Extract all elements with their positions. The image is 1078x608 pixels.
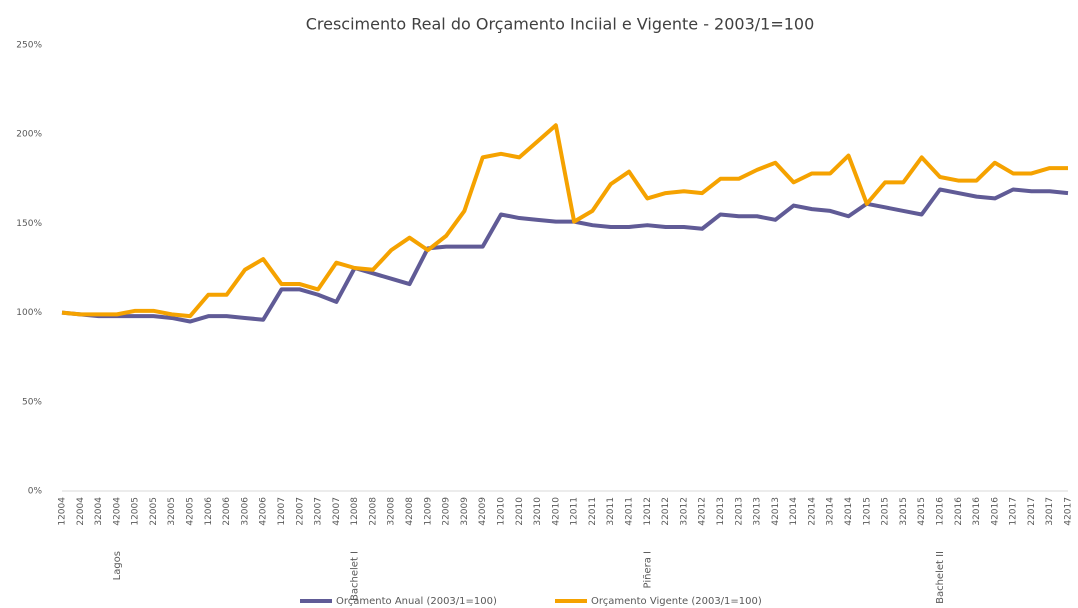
x-tick-label: 32014 bbox=[826, 497, 836, 526]
x-tick-label: 42009 bbox=[478, 497, 488, 526]
x-tick-label: 32004 bbox=[94, 497, 104, 526]
x-tick-label: 22012 bbox=[661, 497, 671, 526]
y-tick-label: 100% bbox=[16, 308, 42, 318]
x-tick-label: 22006 bbox=[222, 497, 232, 526]
x-tick-label: 42010 bbox=[551, 497, 561, 526]
x-tick-label: 32011 bbox=[606, 497, 616, 526]
x-tick-label: 32010 bbox=[533, 497, 543, 526]
x-tick-label: 42007 bbox=[332, 497, 342, 526]
y-tick-label: 250% bbox=[16, 41, 42, 51]
x-tick-label: 22014 bbox=[807, 497, 817, 526]
x-tick-label: 42011 bbox=[625, 497, 635, 526]
x-tick-label: 12006 bbox=[204, 497, 214, 526]
x-tick-label: 42015 bbox=[917, 497, 927, 526]
series-line bbox=[61, 123, 1068, 319]
x-tick-label: 32007 bbox=[314, 497, 324, 526]
x-tick-label: 22008 bbox=[368, 497, 378, 526]
period-label: Bachelet II bbox=[935, 551, 946, 604]
x-tick-label: 12007 bbox=[277, 497, 287, 526]
x-tick-label: 22009 bbox=[442, 497, 452, 526]
x-tick-label: 42016 bbox=[990, 497, 1000, 526]
x-tick-label: 12010 bbox=[496, 497, 506, 526]
x-tick-label: 32015 bbox=[899, 497, 909, 526]
legend-label: Orçamento Vigente (2003/1=100) bbox=[591, 596, 762, 607]
x-tick-label: 32016 bbox=[972, 497, 982, 526]
x-tick-label: 32005 bbox=[167, 497, 177, 526]
x-tick-label: 12008 bbox=[350, 497, 360, 526]
x-tick-label: 12009 bbox=[423, 497, 433, 526]
x-tick-label: 22004 bbox=[76, 497, 86, 526]
x-tick-label: 32009 bbox=[460, 497, 470, 526]
x-tick-label: 32006 bbox=[240, 497, 250, 526]
x-tick-label: 22011 bbox=[588, 497, 598, 526]
x-tick-label: 22017 bbox=[1027, 497, 1037, 526]
y-tick-label: 0% bbox=[28, 487, 43, 497]
x-tick-label: 12016 bbox=[935, 497, 945, 526]
x-tick-label: 32008 bbox=[387, 497, 397, 526]
x-tick-label: 12014 bbox=[789, 497, 799, 526]
x-tick-label: 42004 bbox=[112, 497, 122, 526]
y-tick-label: 50% bbox=[22, 397, 42, 407]
x-tick-label: 42014 bbox=[844, 497, 854, 526]
x-tick-label: 22015 bbox=[881, 497, 891, 526]
x-tick-label: 22005 bbox=[149, 497, 159, 526]
x-tick-label: 42005 bbox=[186, 497, 196, 526]
x-tick-label: 12017 bbox=[1009, 497, 1019, 526]
legend-label: Orçamento Anual (2003/1=100) bbox=[336, 596, 497, 607]
x-tick-label: 22010 bbox=[515, 497, 525, 526]
x-tick-label: 32013 bbox=[753, 497, 763, 526]
x-tick-label: 22013 bbox=[734, 497, 744, 526]
x-tick-label: 42013 bbox=[771, 497, 781, 526]
x-tick-label: 12015 bbox=[862, 497, 872, 526]
x-tick-label: 22007 bbox=[295, 497, 305, 526]
x-tick-label: 42012 bbox=[698, 497, 708, 526]
x-tick-label: 12013 bbox=[716, 497, 726, 526]
x-tick-label: 32017 bbox=[1045, 497, 1055, 526]
period-label: Piñera I bbox=[642, 551, 653, 588]
chart-title: Crescimento Real do Orçamento Inciial e … bbox=[306, 15, 815, 34]
x-tick-label: 42017 bbox=[1064, 497, 1074, 526]
x-tick-label: 32012 bbox=[679, 497, 689, 526]
x-tick-label: 12011 bbox=[570, 497, 580, 526]
x-tick-label: 12004 bbox=[58, 497, 68, 526]
x-tick-label: 22016 bbox=[954, 497, 964, 526]
period-label: Bachelet I bbox=[350, 551, 361, 601]
y-tick-label: 200% bbox=[16, 130, 42, 140]
x-tick-label: 12005 bbox=[131, 497, 141, 526]
x-tick-label: 42006 bbox=[259, 497, 269, 526]
y-tick-label: 150% bbox=[16, 219, 42, 229]
x-tick-label: 12012 bbox=[643, 497, 653, 526]
period-label: Lagos bbox=[112, 551, 123, 580]
x-tick-label: 42008 bbox=[405, 497, 415, 526]
series-line bbox=[61, 187, 1069, 324]
